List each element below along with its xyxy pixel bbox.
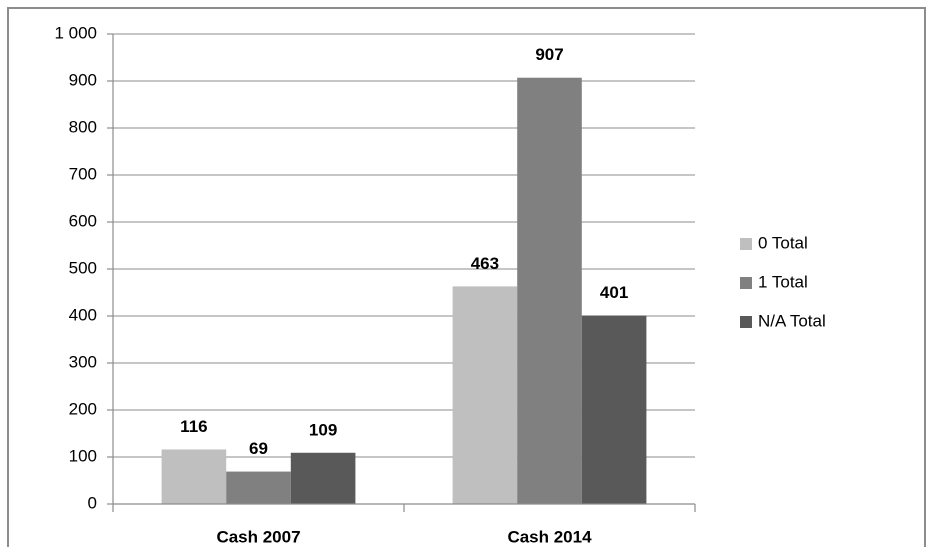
data-label: 69 — [249, 439, 268, 458]
y-tick-label: 200 — [69, 399, 97, 418]
data-label: 463 — [471, 254, 499, 273]
y-tick-label: 300 — [69, 352, 97, 371]
legend-swatch — [740, 277, 752, 289]
y-tick-label: 700 — [69, 164, 97, 183]
bar — [581, 315, 647, 504]
y-tick-label: 1 000 — [54, 23, 97, 42]
chart-border — [7, 7, 926, 547]
y-tick-label: 500 — [69, 258, 97, 277]
data-label: 116 — [180, 417, 207, 436]
bar — [452, 286, 518, 504]
y-tick-label: 900 — [69, 70, 97, 89]
y-tick-label: 0 — [88, 493, 97, 512]
legend-swatch — [740, 238, 752, 250]
legend-label: 1 Total — [758, 272, 808, 291]
y-tick-label: 600 — [69, 211, 97, 230]
legend-swatch — [740, 316, 752, 328]
x-tick-label: Cash 2014 — [507, 527, 592, 546]
legend-label: N/A Total — [758, 311, 826, 330]
x-tick-label: Cash 2007 — [216, 527, 300, 546]
legend-label: 0 Total — [758, 233, 808, 252]
data-label: 109 — [309, 420, 337, 439]
y-tick-label: 100 — [69, 446, 97, 465]
bar — [517, 77, 582, 505]
bar — [226, 471, 291, 504]
y-tick-label: 400 — [69, 305, 97, 324]
y-tick-label: 800 — [69, 117, 97, 136]
data-label: 401 — [600, 283, 628, 302]
data-label: 907 — [535, 45, 563, 64]
bar — [290, 452, 356, 504]
bar — [161, 449, 227, 504]
